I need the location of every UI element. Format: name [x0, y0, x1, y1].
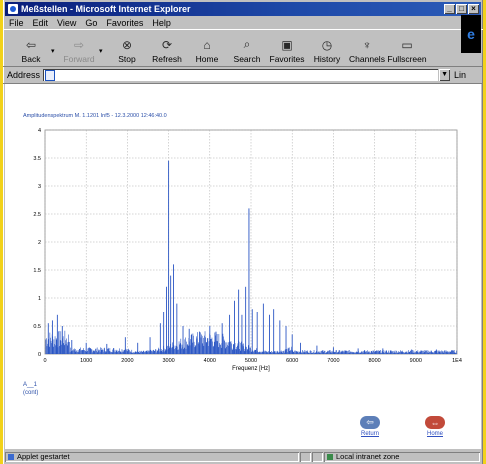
- spectrum-chart: 0 1000 2000 3000 4000 5000 6000 7000 8000 9000 1E4…: [33, 128, 462, 372]
- y-tick-label: 4: [38, 128, 41, 134]
- dropdown-arrow-icon[interactable]: ▾: [51, 48, 55, 55]
- toolbar-home-button[interactable]: ⌂ Home: [187, 30, 227, 66]
- toolbar-label: Fullscreen: [387, 54, 427, 64]
- toolbar-label: Stop: [118, 54, 136, 64]
- page-content: Amplitudenspektrum M. 1.1201 Inf5 - 12.3…: [5, 84, 481, 449]
- x-tick-label: 9000: [410, 358, 422, 364]
- x-axis-label: Frequenz [Hz]: [232, 366, 270, 372]
- channel-sublabel: (cont): [23, 390, 39, 396]
- toolbar-favorites-button[interactable]: ▣ Favorites: [267, 30, 307, 66]
- menu-view[interactable]: View: [57, 17, 77, 28]
- links-label[interactable]: Lin: [454, 70, 467, 80]
- return-button[interactable]: ⇦ Return: [360, 416, 380, 437]
- status-message: Applet gestartet: [5, 452, 299, 462]
- toolbar-label: Favorites: [269, 54, 305, 64]
- address-input[interactable]: [43, 69, 439, 81]
- stop-icon: ⊗: [121, 37, 133, 52]
- x-tick-label: 0: [43, 358, 46, 364]
- toolbar-label: Home: [195, 54, 219, 64]
- status-pane: [312, 452, 323, 462]
- ie-logo-icon: e: [461, 15, 481, 53]
- x-tick-label: 3000: [162, 358, 174, 364]
- x-tick-label: 2000: [121, 358, 133, 364]
- address-bar: Address ▼ Lin: [3, 67, 483, 84]
- y-tick-label: 2.5: [33, 212, 41, 218]
- home-button[interactable]: ⇔ Home: [425, 416, 445, 437]
- zone-indicator: Local intranet zone: [324, 452, 480, 462]
- x-tick-label: 4000: [204, 358, 216, 364]
- forward-arrow-icon: ⇨: [73, 37, 85, 52]
- dropdown-arrow-icon[interactable]: ▾: [99, 48, 103, 55]
- browser-window: Meßstellen - Microsoft Internet Explorer…: [3, 0, 483, 464]
- toolbar-stop-button[interactable]: ⊗ Stop: [107, 30, 147, 66]
- menu-favorites[interactable]: Favorites: [106, 17, 144, 28]
- search-icon: ⌕: [243, 37, 251, 51]
- toolbar-channels-button[interactable]: ♆ Channels: [347, 30, 387, 66]
- toolbar-label: History: [313, 54, 341, 64]
- toolbar-search-button[interactable]: ⌕ Search: [227, 30, 267, 66]
- y-tick-label: 0: [38, 352, 41, 358]
- menu-help[interactable]: Help: [152, 17, 171, 28]
- toolbar-label: Search: [233, 54, 261, 64]
- status-bar: Applet gestartet Local intranet zone: [5, 451, 481, 462]
- channel-label: A__1: [23, 382, 38, 388]
- x-tick-label: 1E4: [452, 358, 462, 364]
- toolbar-label: Channels: [349, 54, 385, 64]
- address-label: Address: [7, 70, 41, 80]
- y-tick-label: 3: [38, 184, 41, 190]
- ie-window-icon: [8, 4, 18, 14]
- refresh-icon: ⟳: [161, 37, 173, 52]
- window-controls: _ □ ×: [444, 4, 479, 14]
- y-tick-label: 3.5: [33, 156, 41, 162]
- menu-go[interactable]: Go: [85, 17, 98, 28]
- intranet-zone-icon: [326, 453, 333, 460]
- toolbar-refresh-button[interactable]: ⟳ Refresh: [147, 30, 187, 66]
- window-title: Meßstellen - Microsoft Internet Explorer: [21, 4, 191, 14]
- address-dropdown-button[interactable]: ▼: [439, 69, 451, 81]
- home-icon: ⌂: [203, 37, 211, 52]
- chart-footer: A__1 (cont): [23, 381, 38, 397]
- menu-edit[interactable]: Edit: [32, 17, 49, 28]
- applet-icon: [8, 453, 14, 460]
- page-icon: [45, 69, 56, 81]
- toolbar-back-button[interactable]: ⇦ Back: [11, 30, 51, 66]
- toolbar-label: Back: [21, 54, 41, 64]
- favorites-icon: ▣: [281, 37, 293, 52]
- y-tick-label: 0.5: [33, 324, 41, 330]
- title-bar: Meßstellen - Microsoft Internet Explorer…: [5, 2, 481, 16]
- menu-bar: File Edit View Go Favorites Help e: [3, 15, 483, 53]
- chart-header: Amplitudenspektrum M. 1.1201 Inf5 - 12.3…: [23, 113, 167, 119]
- history-icon: ◷: [321, 37, 333, 52]
- x-tick-label: 5000: [245, 358, 257, 364]
- y-tick-label: 2: [38, 240, 41, 246]
- status-pane: [300, 452, 311, 462]
- y-tick-label: 1.5: [33, 268, 41, 274]
- toolbar: ⇦ Back ▾ ⇨ Forward ▾ ⊗ Stop ⟳ Refresh ⌂ Home ⌕ Search…: [3, 29, 483, 67]
- fullscreen-icon: ▭: [401, 37, 413, 52]
- minimize-button[interactable]: _: [444, 4, 455, 14]
- x-tick-label: 1000: [80, 358, 92, 364]
- return-arrow-icon[interactable]: ⇦: [360, 416, 380, 429]
- close-button[interactable]: ×: [468, 4, 479, 14]
- x-tick-label: 6000: [286, 358, 298, 364]
- home-arrow-icon[interactable]: ⇔: [425, 416, 445, 429]
- menu-file[interactable]: File: [9, 17, 24, 28]
- channels-icon: ♆: [362, 37, 372, 52]
- toolbar-fullscreen-button[interactable]: ▭ Fullscreen: [387, 30, 427, 66]
- maximize-button[interactable]: □: [456, 4, 467, 14]
- x-tick-label: 8000: [368, 358, 380, 364]
- back-arrow-icon: ⇦: [25, 37, 37, 52]
- spectrum-series: [45, 160, 457, 354]
- x-tick-label: 7000: [327, 358, 339, 364]
- y-tick-label: 1: [38, 296, 41, 302]
- home-link[interactable]: Home: [426, 431, 443, 437]
- return-link[interactable]: Return: [360, 431, 379, 437]
- toolbar-label: Refresh: [152, 54, 182, 64]
- toolbar-label: Forward: [63, 54, 95, 64]
- toolbar-history-button[interactable]: ◷ History: [307, 30, 347, 66]
- toolbar-forward-button: ⇨ Forward: [59, 30, 99, 66]
